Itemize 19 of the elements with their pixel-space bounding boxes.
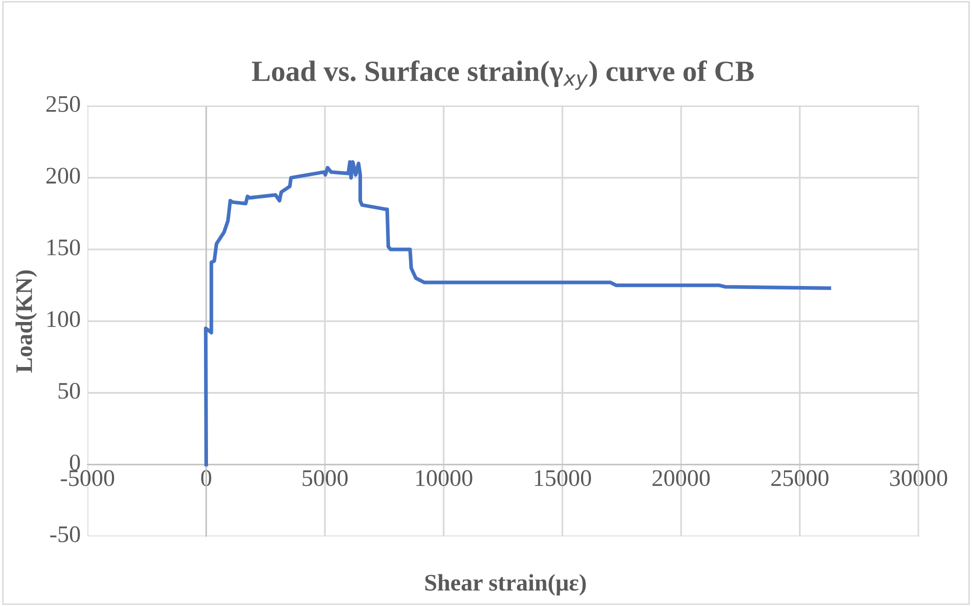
x-tick-label: 0 xyxy=(201,470,212,486)
y-tick-label: -50 xyxy=(50,526,80,542)
y-tick-label: 250 xyxy=(46,96,80,112)
y-tick-label: 200 xyxy=(46,168,80,184)
x-tick-label: 5000 xyxy=(302,470,348,486)
x-tick-label: 20000 xyxy=(652,470,710,486)
chart-title: Load vs. Surface strain(γ$_{xy}$) curve of CB xyxy=(252,60,754,90)
x-tick-label: 15000 xyxy=(534,470,591,486)
x-tick-label: 30000 xyxy=(890,470,948,486)
y-tick-label: 0 xyxy=(70,454,80,471)
x-tick-label: -5000 xyxy=(60,470,114,486)
x-axis-title: Shear strain(με) xyxy=(425,574,586,596)
y-tick-label: 150 xyxy=(47,239,80,256)
x-tick-label: 10000 xyxy=(416,470,472,486)
y-axis-title: Load(KN) xyxy=(16,270,37,373)
y-tick-label: 100 xyxy=(47,311,80,328)
y-tick-label: 50 xyxy=(58,382,80,399)
x-tick-label: 25000 xyxy=(771,470,828,486)
line-series xyxy=(204,160,832,466)
